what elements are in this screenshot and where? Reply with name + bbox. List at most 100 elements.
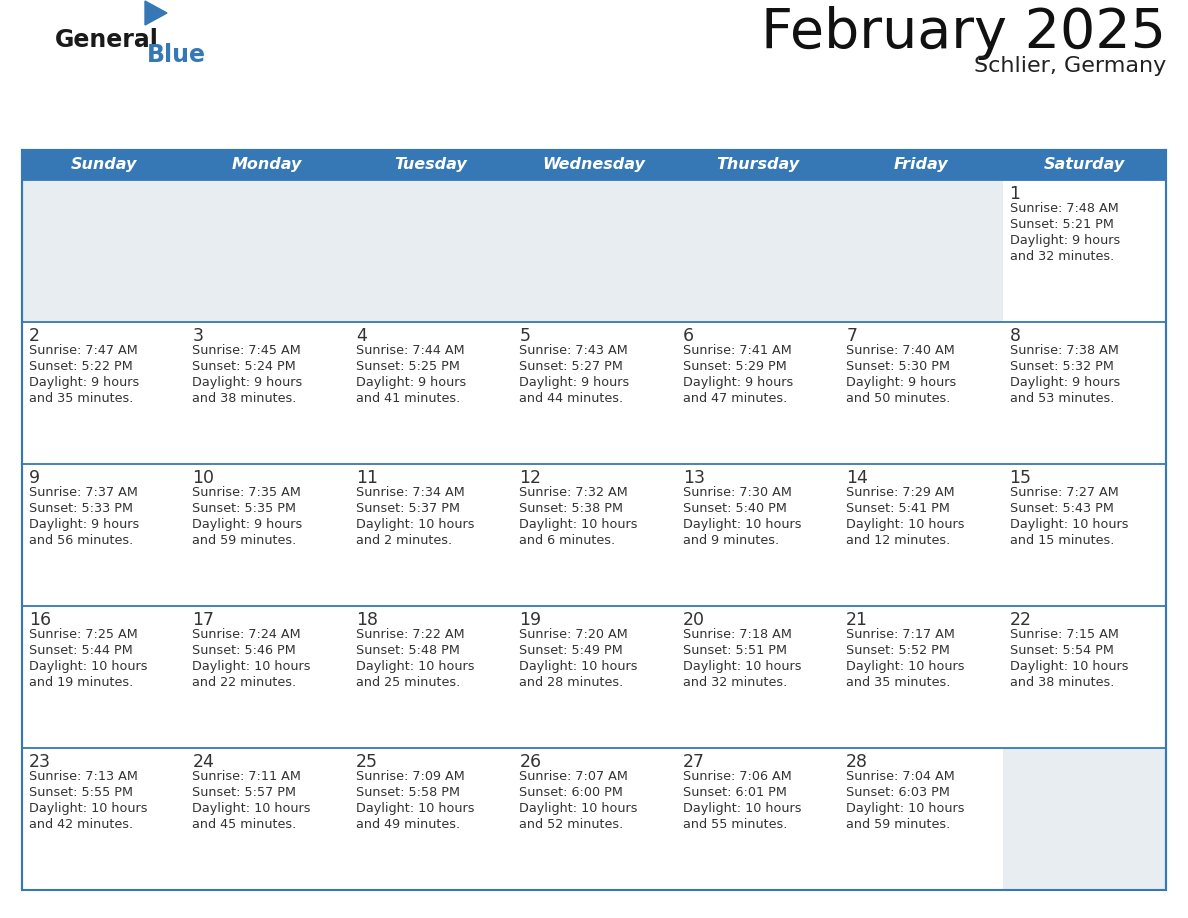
Bar (1003, 180, 1165, 322)
Text: Daylight: 10 hours: Daylight: 10 hours (192, 660, 311, 673)
Text: and 59 minutes.: and 59 minutes. (192, 534, 297, 547)
Text: Daylight: 9 hours: Daylight: 9 hours (846, 376, 956, 389)
Text: Sunrise: 7:18 AM: Sunrise: 7:18 AM (683, 628, 791, 641)
Bar (185, 464, 349, 606)
Text: and 25 minutes.: and 25 minutes. (356, 676, 460, 689)
Text: Daylight: 9 hours: Daylight: 9 hours (1010, 376, 1120, 389)
Text: Sunset: 5:22 PM: Sunset: 5:22 PM (29, 360, 133, 373)
Bar (512, 322, 676, 464)
Bar (185, 322, 349, 464)
Bar (349, 464, 512, 606)
Text: 5: 5 (519, 327, 530, 345)
Text: Sunrise: 7:15 AM: Sunrise: 7:15 AM (1010, 628, 1118, 641)
Text: Sunset: 5:29 PM: Sunset: 5:29 PM (683, 360, 786, 373)
Text: and 19 minutes.: and 19 minutes. (29, 676, 133, 689)
Text: Saturday: Saturday (1044, 158, 1125, 173)
Text: 12: 12 (519, 469, 542, 487)
Text: 15: 15 (1010, 469, 1031, 487)
Text: 24: 24 (192, 753, 214, 771)
Text: 26: 26 (519, 753, 542, 771)
Text: and 45 minutes.: and 45 minutes. (192, 818, 297, 831)
Text: Sunrise: 7:45 AM: Sunrise: 7:45 AM (192, 344, 302, 357)
Text: Sunday: Sunday (70, 158, 137, 173)
Text: and 28 minutes.: and 28 minutes. (519, 676, 624, 689)
Text: 11: 11 (356, 469, 378, 487)
Text: Sunset: 5:33 PM: Sunset: 5:33 PM (29, 502, 133, 515)
Text: 20: 20 (683, 611, 704, 629)
Text: Sunrise: 7:25 AM: Sunrise: 7:25 AM (29, 628, 138, 641)
Text: Sunset: 5:21 PM: Sunset: 5:21 PM (1010, 218, 1113, 231)
Bar (185, 748, 349, 890)
Text: 8: 8 (1010, 327, 1020, 345)
Bar (349, 180, 512, 322)
Text: 21: 21 (846, 611, 868, 629)
Text: and 38 minutes.: and 38 minutes. (192, 392, 297, 405)
Text: Sunrise: 7:11 AM: Sunrise: 7:11 AM (192, 770, 302, 783)
Text: General: General (55, 28, 159, 52)
Text: and 35 minutes.: and 35 minutes. (846, 676, 950, 689)
Text: Sunset: 6:00 PM: Sunset: 6:00 PM (519, 786, 624, 799)
Text: Sunrise: 7:43 AM: Sunrise: 7:43 AM (519, 344, 628, 357)
Bar (839, 322, 1003, 464)
Text: 9: 9 (29, 469, 40, 487)
Bar (185, 606, 349, 748)
Text: 18: 18 (356, 611, 378, 629)
Text: Sunrise: 7:24 AM: Sunrise: 7:24 AM (192, 628, 301, 641)
Text: 22: 22 (1010, 611, 1031, 629)
Text: Sunset: 5:37 PM: Sunset: 5:37 PM (356, 502, 460, 515)
Text: Daylight: 10 hours: Daylight: 10 hours (683, 518, 801, 531)
Text: Tuesday: Tuesday (394, 158, 467, 173)
Text: Sunset: 5:30 PM: Sunset: 5:30 PM (846, 360, 950, 373)
Text: Daylight: 10 hours: Daylight: 10 hours (519, 802, 638, 815)
Text: Sunrise: 7:40 AM: Sunrise: 7:40 AM (846, 344, 955, 357)
Text: Daylight: 10 hours: Daylight: 10 hours (683, 802, 801, 815)
Bar (23, 180, 185, 322)
Text: Sunset: 5:25 PM: Sunset: 5:25 PM (356, 360, 460, 373)
Text: Daylight: 10 hours: Daylight: 10 hours (683, 660, 801, 673)
Text: 10: 10 (192, 469, 214, 487)
Text: Sunrise: 7:29 AM: Sunrise: 7:29 AM (846, 486, 955, 499)
Bar (676, 322, 839, 464)
Text: and 52 minutes.: and 52 minutes. (519, 818, 624, 831)
Text: 28: 28 (846, 753, 868, 771)
Bar (839, 748, 1003, 890)
Text: Daylight: 10 hours: Daylight: 10 hours (846, 802, 965, 815)
Text: 27: 27 (683, 753, 704, 771)
Text: Sunrise: 7:44 AM: Sunrise: 7:44 AM (356, 344, 465, 357)
Text: Sunset: 5:52 PM: Sunset: 5:52 PM (846, 644, 950, 657)
Text: 1: 1 (1010, 185, 1020, 203)
Text: Sunset: 5:49 PM: Sunset: 5:49 PM (519, 644, 623, 657)
Text: Sunrise: 7:27 AM: Sunrise: 7:27 AM (1010, 486, 1118, 499)
Bar (1003, 606, 1165, 748)
Text: and 50 minutes.: and 50 minutes. (846, 392, 950, 405)
Text: Daylight: 10 hours: Daylight: 10 hours (29, 802, 147, 815)
Text: Daylight: 10 hours: Daylight: 10 hours (356, 518, 474, 531)
Text: Blue: Blue (147, 43, 206, 67)
Text: and 53 minutes.: and 53 minutes. (1010, 392, 1114, 405)
Bar (676, 748, 839, 890)
Text: Daylight: 9 hours: Daylight: 9 hours (29, 518, 139, 531)
Text: Sunrise: 7:35 AM: Sunrise: 7:35 AM (192, 486, 302, 499)
Text: Friday: Friday (893, 158, 948, 173)
Text: Sunset: 5:32 PM: Sunset: 5:32 PM (1010, 360, 1113, 373)
Text: 2: 2 (29, 327, 40, 345)
Text: 3: 3 (192, 327, 203, 345)
Bar (23, 150, 1165, 180)
Text: Thursday: Thursday (716, 158, 800, 173)
Text: Sunset: 5:27 PM: Sunset: 5:27 PM (519, 360, 624, 373)
Text: Daylight: 9 hours: Daylight: 9 hours (683, 376, 792, 389)
Text: and 32 minutes.: and 32 minutes. (683, 676, 786, 689)
Text: Daylight: 10 hours: Daylight: 10 hours (519, 660, 638, 673)
Bar (512, 464, 676, 606)
Text: and 59 minutes.: and 59 minutes. (846, 818, 950, 831)
Text: and 47 minutes.: and 47 minutes. (683, 392, 786, 405)
Text: and 35 minutes.: and 35 minutes. (29, 392, 133, 405)
Text: Sunrise: 7:06 AM: Sunrise: 7:06 AM (683, 770, 791, 783)
Text: and 15 minutes.: and 15 minutes. (1010, 534, 1114, 547)
Bar (349, 606, 512, 748)
Text: Sunrise: 7:34 AM: Sunrise: 7:34 AM (356, 486, 465, 499)
Text: Daylight: 9 hours: Daylight: 9 hours (519, 376, 630, 389)
Polygon shape (145, 1, 168, 25)
Text: Sunset: 5:41 PM: Sunset: 5:41 PM (846, 502, 950, 515)
Text: Sunset: 5:54 PM: Sunset: 5:54 PM (1010, 644, 1113, 657)
